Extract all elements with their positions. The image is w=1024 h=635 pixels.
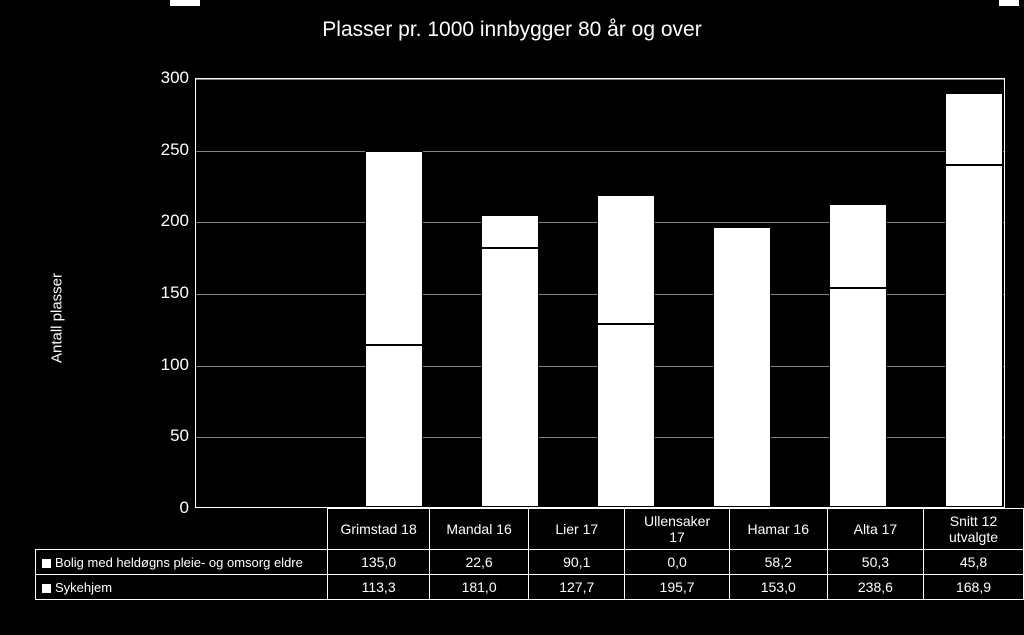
table-cell: 127,7	[529, 575, 625, 600]
gridline	[196, 151, 1004, 152]
table-cell: 0,0	[625, 550, 729, 575]
table-row-header: Bolig med heldøgns pleie- og omsorg eldr…	[36, 550, 328, 575]
chart-title: Plasser pr. 1000 innbygger 80 år og over	[0, 18, 1024, 42]
table-cell: 168,9	[924, 575, 1024, 600]
table-cell: 135,0	[328, 550, 430, 575]
table-cell: 58,2	[729, 550, 827, 575]
bar-sykehjem	[597, 324, 655, 507]
legend-marker-icon	[42, 584, 51, 593]
data-table: Grimstad 18Mandal 16Lier 17Ullensaker17H…	[35, 508, 1024, 600]
y-tick-label: 100	[161, 355, 189, 375]
table-col-header: Lier 17	[529, 509, 625, 550]
y-axis-label: Antall plasser	[49, 272, 66, 362]
crop-artifact	[170, 0, 200, 6]
y-tick-label: 300	[161, 68, 189, 88]
table-row-header: Sykehjem	[36, 575, 328, 600]
y-tick-label: 50	[170, 426, 189, 446]
table-cell: 238,6	[827, 575, 923, 600]
table-col-header: Grimstad 18	[328, 509, 430, 550]
y-tick-label: 250	[161, 140, 189, 160]
bar-sykehjem	[945, 165, 1003, 507]
table-cell: 90,1	[529, 550, 625, 575]
table-corner	[36, 509, 328, 550]
table-cell: 195,7	[625, 575, 729, 600]
plot-area	[195, 78, 1005, 508]
bar-sykehjem	[713, 227, 771, 508]
table-cell: 113,3	[328, 575, 430, 600]
bar-sykehjem	[829, 288, 887, 507]
bar-bolig	[829, 204, 887, 287]
bar-bolig	[365, 151, 423, 345]
table-cell: 181,0	[430, 575, 529, 600]
bar-bolig	[597, 195, 655, 324]
table-col-header: Ullensaker17	[625, 509, 729, 550]
table-cell: 45,8	[924, 550, 1024, 575]
crop-artifact	[999, 0, 1019, 6]
table-col-header: Alta 17	[827, 509, 923, 550]
y-tick-label: 150	[161, 283, 189, 303]
table-cell: 50,3	[827, 550, 923, 575]
table-cell: 153,0	[729, 575, 827, 600]
table-col-header: Hamar 16	[729, 509, 827, 550]
gridline	[196, 79, 1004, 80]
series-name: Bolig med heldøgns pleie- og omsorg eldr…	[55, 555, 303, 570]
bar-bolig	[945, 93, 1003, 165]
series-name: Sykehjem	[55, 580, 112, 595]
bar-sykehjem	[481, 248, 539, 507]
bar-sykehjem	[365, 345, 423, 507]
table-col-header: Snitt 12utvalgte	[924, 509, 1024, 550]
bar-bolig	[481, 215, 539, 247]
chart-container: Plasser pr. 1000 innbygger 80 år og over…	[0, 0, 1024, 635]
y-tick-label: 200	[161, 211, 189, 231]
table-cell: 22,6	[430, 550, 529, 575]
table-col-header: Mandal 16	[430, 509, 529, 550]
legend-marker-icon	[42, 559, 51, 568]
